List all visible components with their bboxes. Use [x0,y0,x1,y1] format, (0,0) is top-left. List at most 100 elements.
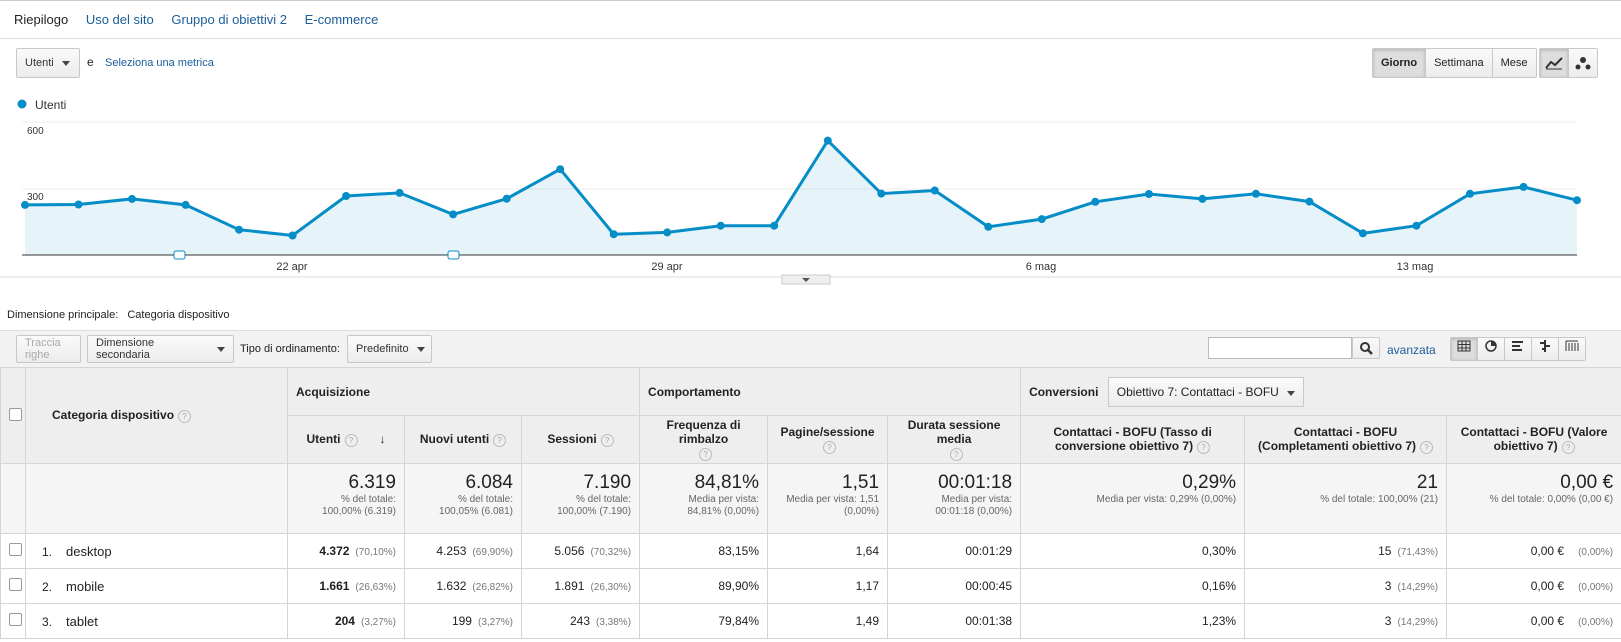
dim-header[interactable]: Categoria dispositivo? [25,367,288,464]
series-area [25,140,1577,255]
tab-riepilogo[interactable]: Riepilogo [14,12,69,27]
data-point[interactable] [288,231,297,240]
sort-arrow-icon[interactable]: ↓ [379,432,386,446]
search-input[interactable] [1208,337,1352,359]
metric-cell: 15 (71,43%) [1244,533,1448,569]
row-checkbox[interactable] [9,613,22,626]
data-point[interactable] [502,194,511,203]
data-point[interactable] [1412,221,1421,230]
data-point[interactable] [609,230,618,239]
data-point[interactable] [930,186,939,195]
primary-dimension-value[interactable]: Categoria dispositivo [127,309,230,321]
metric-cell: 5.056 (70,32%) [520,533,641,569]
data-point[interactable] [395,188,404,197]
data-point[interactable] [1358,229,1367,238]
data-point[interactable] [1305,197,1314,206]
x-tick-label: 6 mag [1026,261,1057,273]
data-point[interactable] [449,210,458,219]
annotation-icon[interactable] [447,250,460,260]
data-point[interactable] [74,200,83,209]
data-point[interactable] [1144,190,1153,198]
tab-uso-del-sito[interactable]: Uso del sito [85,12,154,27]
select-all-checkbox[interactable] [9,407,22,421]
data-point[interactable] [984,222,993,231]
week-button[interactable]: Settimana [1426,49,1493,77]
table-view-icon[interactable] [1451,338,1478,360]
search-button[interactable] [1352,337,1380,359]
data-point[interactable] [716,221,725,230]
data-point[interactable] [823,136,832,145]
data-point[interactable] [181,200,190,209]
data-point[interactable] [235,225,244,234]
data-point[interactable] [1573,196,1581,205]
row-dimension-link[interactable]: mobile [66,578,105,594]
col-valore[interactable]: Contattaci - BOFU (Valore obiettivo 7)? [1446,415,1621,464]
sort-label: Tipo di ordinamento: [240,343,340,355]
month-button[interactable]: Mese [1492,49,1536,77]
col-completamenti[interactable]: Contattaci - BOFU (Completamenti obietti… [1244,415,1448,464]
col-utenti[interactable]: Utenti? ↓ [287,415,405,464]
pivot-view-icon[interactable] [1559,338,1585,360]
help-icon[interactable]: ? [600,434,614,447]
data-point[interactable] [877,189,886,198]
total-cell: 84,81% Media per vista: 84,81% (0,00%) [639,463,769,534]
help-icon[interactable]: ? [178,410,192,423]
legend-dot [17,99,27,109]
col-label: Contattaci - BOFU (Completamenti obietti… [1258,425,1417,453]
help-icon[interactable]: ? [1561,441,1575,454]
data-point[interactable] [21,200,29,209]
pie-view-icon[interactable] [1478,338,1505,360]
help-icon[interactable]: ? [1197,441,1211,454]
plot-rows-button[interactable]: Traccia righe [16,335,81,363]
advanced-link[interactable]: avanzata [1387,343,1436,357]
data-point[interactable] [1466,189,1474,198]
comparison-view-icon[interactable] [1532,338,1559,360]
data-point[interactable] [1091,197,1100,206]
data-point[interactable] [770,221,779,230]
col-durata[interactable]: Durata sessione media? [887,415,1022,464]
total-cell: 21% del totale: 100,00% (21) [1244,463,1448,534]
col-label: Utenti [306,432,341,446]
data-point[interactable] [1198,194,1207,203]
help-icon[interactable]: ? [823,441,837,454]
x-tick-label: 22 apr [276,261,308,273]
select-metric-link[interactable]: Seleziona una metrica [105,57,214,69]
metric-cell: 4.253 (69,90%) [404,533,522,569]
total-value: 00:01:18 [938,472,1013,493]
help-icon[interactable]: ? [699,448,713,461]
annotation-icon[interactable] [173,250,186,260]
bar-view-icon[interactable] [1505,338,1532,360]
data-point[interactable] [1037,215,1046,224]
row-checkbox[interactable] [9,578,22,591]
line-chart-icon[interactable] [1540,49,1569,77]
row-checkbox[interactable] [9,543,22,556]
metric-dropdown[interactable]: Utenti [16,48,80,78]
row-dimension-link[interactable]: desktop [66,543,112,559]
help-icon[interactable]: ? [949,448,963,461]
row-dimension-link[interactable]: tablet [66,613,98,629]
col-pagine[interactable]: Pagine/sessione? [767,415,889,464]
help-icon[interactable]: ? [1420,441,1434,454]
goal-dropdown[interactable]: Obiettivo 7: Contattaci - BOFU [1107,376,1304,407]
data-point[interactable] [342,192,351,200]
data-point[interactable] [1251,189,1260,198]
sort-dropdown[interactable]: Predefinito [347,335,432,363]
data-point[interactable] [663,228,672,237]
data-point[interactable] [556,165,565,174]
data-point[interactable] [1519,182,1528,191]
secondary-dimension-label: Dimensione secondaria [96,337,155,361]
collapse-chart-icon[interactable] [781,274,831,285]
secondary-dimension-dropdown[interactable]: Dimensione secondaria [87,335,234,363]
data-point[interactable] [128,194,136,203]
tab-ecommerce[interactable]: E-commerce [304,12,379,27]
motion-chart-icon[interactable] [1569,49,1597,77]
col-label: Frequenza di rimbalzo [666,418,741,446]
help-icon[interactable]: ? [344,434,358,447]
day-button[interactable]: Giorno [1373,49,1427,77]
col-tasso[interactable]: Contattaci - BOFU (Tasso di conversione … [1020,415,1246,464]
tab-gruppo-obiettivi[interactable]: Gruppo di obiettivi 2 [171,12,287,27]
col-sessioni[interactable]: Sessioni? [520,415,641,464]
col-nuovi-utenti[interactable]: Nuovi utenti? [404,415,522,464]
col-rimbalzo[interactable]: Frequenza di rimbalzo? [639,415,769,464]
help-icon[interactable]: ? [493,434,507,447]
